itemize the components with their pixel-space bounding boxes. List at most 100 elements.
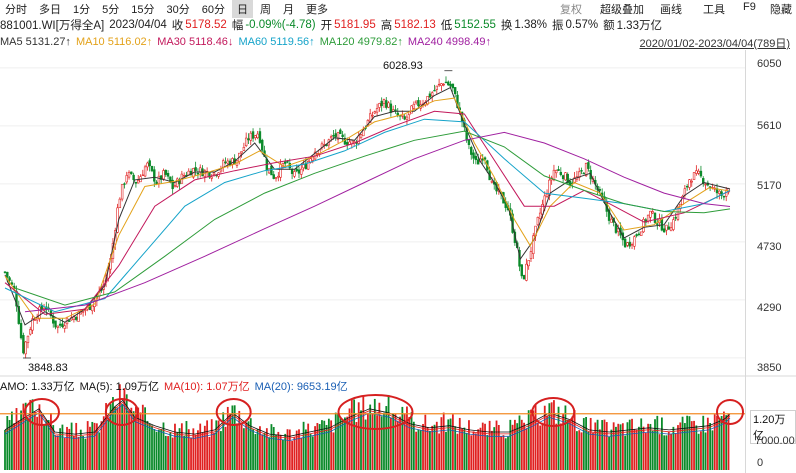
period-tab-60min[interactable]: 60分 [201,4,225,16]
volume-bar [530,409,532,470]
volume-bar [210,419,213,470]
volume-bar [70,422,73,470]
candle-body [582,172,586,175]
candle-body [240,151,243,154]
volume-bar [100,421,103,470]
period-tab-month[interactable]: 月 [283,4,294,16]
volume-bar [612,422,615,470]
candle-body [254,135,257,139]
price-axis-tick: 5610 [757,120,782,132]
candle-body [472,152,475,159]
candle-body [58,323,62,326]
period-tab-5min[interactable]: 5分 [102,4,120,16]
vol-ma20: MA(20): 9653.19亿 [254,381,348,393]
volume-bar [252,429,254,470]
candle-body [277,175,280,178]
period-tab-1min[interactable]: 1分 [73,4,91,16]
candle-body [702,178,705,185]
volume-bar [160,428,163,470]
volume-bar [254,434,257,470]
volume-bar [520,419,523,470]
period-tab-week[interactable]: 周 [260,4,271,16]
candle-body [640,231,643,236]
volume-bar [582,418,585,470]
volume-bar [647,423,650,470]
volume-bar [543,405,546,470]
volume-bar [151,425,153,470]
volume-bar [61,424,64,470]
volume-bar [376,415,378,470]
volume-bar [656,415,659,470]
volume-bar [709,423,712,470]
volume-bar [451,414,454,470]
volume-bar [690,421,693,470]
volume-bar [268,437,271,470]
adjust-button[interactable]: 复权 [560,4,582,16]
ma120-legend: MA120 4979.82↑ [319,35,403,48]
volume-bar [484,423,486,470]
volume-bar [220,431,222,470]
candle-body [403,116,406,120]
volume-bar [8,420,11,470]
volume-bar [371,413,374,470]
volume-bar [185,421,188,470]
period-tab-more[interactable]: 更多 [306,4,328,16]
turnover-value: 1.38% [514,19,547,31]
volume-bar [125,394,128,470]
volume-bar [180,423,183,470]
candle-body [676,207,680,220]
candle-body [357,135,360,144]
f9-button[interactable]: F9 [743,1,756,13]
volume-bar [649,423,652,470]
volume-bar [534,404,537,470]
ma-legend: MA5 5131.27↑ MA10 5116.02↑ MA30 5118.46↓… [0,33,796,50]
volume-bar [479,427,482,470]
draw-line-button[interactable]: 画线 [660,4,682,16]
volume-bar [68,428,71,470]
candle-body [431,92,434,97]
volume-bar [532,410,535,470]
volume-bar [576,431,578,470]
volume-bar [511,424,514,470]
tools-button[interactable]: 工具 [703,4,725,16]
candle-body [610,218,613,223]
volume-bar [29,399,32,470]
overlay-button[interactable]: 超级叠加 [600,4,644,16]
date-range[interactable]: 2020/01/02-2023/04/04(789日) [639,38,790,50]
volume-bar [84,438,87,470]
volume-bar [116,407,119,470]
candle-body [297,169,301,174]
candle-body [123,183,126,185]
volume-bar [199,423,202,470]
candle-body [490,180,494,183]
period-tab-30min[interactable]: 30分 [166,4,190,16]
period-tab-multiday[interactable]: 多日 [39,4,61,16]
period-tab-intraday[interactable]: 分时 [5,4,27,16]
candle-body [343,137,347,145]
volume-bar [633,429,636,470]
volume-bar [298,429,300,470]
period-tab-15min[interactable]: 15分 [131,4,155,16]
volume-bar [236,423,238,470]
candle-body [538,212,542,219]
period-tab-day[interactable]: 日 [232,0,253,18]
candle-body [226,160,229,164]
volume-bar [683,423,686,470]
volume-bar [263,432,266,470]
candle-body [373,111,376,114]
volume-bar [231,405,234,470]
hide-button[interactable]: 隐藏 [770,4,792,16]
candle-body [656,223,659,225]
candle-body [692,172,696,180]
volume-bar [284,433,287,470]
volume-bar [217,420,220,470]
volume-bar [720,416,723,470]
volume-bar [325,424,328,470]
volume-bar [203,425,206,470]
volume-axis-tick: 0 [757,457,764,469]
volume-bar [102,416,105,470]
volume-bar [362,395,365,470]
volume-bar [107,419,110,470]
ma-line-ma120 [14,130,731,306]
